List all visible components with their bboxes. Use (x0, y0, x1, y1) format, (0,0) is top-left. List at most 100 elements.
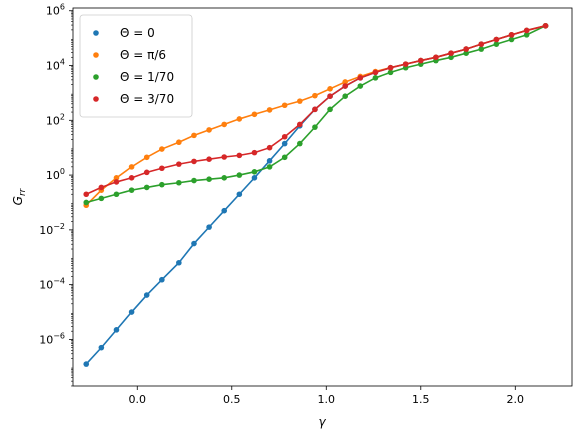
data-point (372, 69, 379, 76)
y-axis: 10−6 10−4 10−2 100 102 104 106 (39, 3, 73, 387)
data-point (113, 327, 120, 333)
data-point (508, 36, 515, 43)
series-3 (83, 23, 549, 198)
data-point (176, 161, 182, 167)
data-point (159, 181, 165, 188)
legend-box (79, 14, 193, 118)
y-tick-label: 10−2 (39, 222, 65, 237)
data-point (266, 158, 273, 164)
y-axis-label-sub: rr (18, 187, 28, 196)
data-point (176, 179, 182, 186)
data-point (387, 69, 394, 76)
data-point (297, 140, 303, 147)
data-point (83, 199, 90, 206)
data-point (113, 191, 120, 198)
legend-marker (93, 74, 99, 80)
plot-frame (72, 7, 573, 387)
data-point (448, 50, 454, 56)
data-point (281, 140, 288, 147)
x-tick-label: 0.5 (223, 393, 241, 406)
data-point (191, 240, 197, 247)
data-point (251, 175, 258, 181)
data-point (281, 102, 288, 109)
legend-label: Θ = 3/70 (120, 92, 174, 106)
legend-label: Θ = 0 (120, 26, 155, 40)
y-tick-label: 102 (46, 112, 65, 127)
data-point (159, 276, 165, 283)
data-point (176, 259, 182, 266)
data-point (221, 154, 228, 160)
y-tick-label: 104 (46, 58, 65, 73)
data-point (191, 177, 197, 184)
data-point (448, 54, 454, 61)
data-point (176, 139, 182, 146)
data-point (206, 127, 212, 133)
data-point (297, 121, 303, 128)
data-point (143, 292, 150, 298)
data-point (508, 32, 515, 38)
data-point (312, 124, 318, 130)
series-layer (83, 23, 549, 367)
data-point (251, 111, 258, 118)
data-point (159, 165, 165, 172)
data-point (128, 175, 135, 181)
data-point (312, 106, 318, 113)
data-point (83, 361, 90, 367)
data-point (266, 107, 273, 113)
data-point (143, 184, 150, 191)
data-point (433, 54, 439, 61)
data-point (113, 175, 120, 181)
data-point (463, 46, 469, 52)
data-point (98, 195, 105, 202)
data-point (372, 75, 379, 81)
data-point (128, 164, 135, 170)
data-point (128, 187, 135, 193)
data-point (493, 41, 500, 47)
data-point (266, 144, 273, 151)
x-axis-label: γ (318, 415, 326, 429)
legend-marker (93, 52, 99, 58)
data-point (236, 172, 243, 178)
x-tick-label: 1.0 (318, 393, 336, 406)
data-point (143, 169, 150, 176)
data-point (327, 106, 333, 113)
data-point (542, 23, 549, 29)
data-point (327, 93, 333, 99)
y-tick-label: 10−6 (39, 331, 65, 346)
data-point (478, 41, 485, 47)
data-point (266, 164, 273, 170)
data-point (297, 98, 303, 104)
data-point (236, 191, 243, 198)
data-point (143, 154, 150, 161)
x-tick-label: 2.0 (507, 393, 525, 406)
y-tick-label: 100 (46, 167, 65, 182)
data-point (98, 344, 105, 351)
legend: Θ = 0 Θ = π/6 Θ = 1/70 Θ = 3/70 (79, 14, 193, 118)
data-point (387, 64, 394, 71)
data-point (281, 133, 288, 140)
data-point (98, 184, 105, 191)
data-point (281, 154, 288, 161)
data-point (342, 93, 348, 99)
y-tick-label: 106 (46, 3, 65, 18)
data-point (191, 158, 197, 165)
y-axis-label: Grr (11, 187, 28, 205)
data-point (128, 309, 135, 315)
data-point (493, 36, 500, 43)
data-point (478, 46, 485, 52)
data-point (221, 207, 228, 214)
data-point (523, 27, 530, 34)
data-point (159, 146, 165, 152)
x-tick-label: 1.5 (412, 393, 430, 406)
data-point (236, 152, 243, 159)
data-point (251, 149, 258, 156)
data-point (206, 176, 212, 182)
x-tick-label: 0.0 (129, 393, 147, 406)
x-axis: 0.0 0.5 1.0 1.5 2.0 (129, 386, 525, 406)
data-point (463, 50, 469, 56)
data-point (342, 79, 348, 85)
data-point (523, 32, 530, 38)
data-point (357, 83, 364, 89)
data-point (402, 61, 409, 67)
